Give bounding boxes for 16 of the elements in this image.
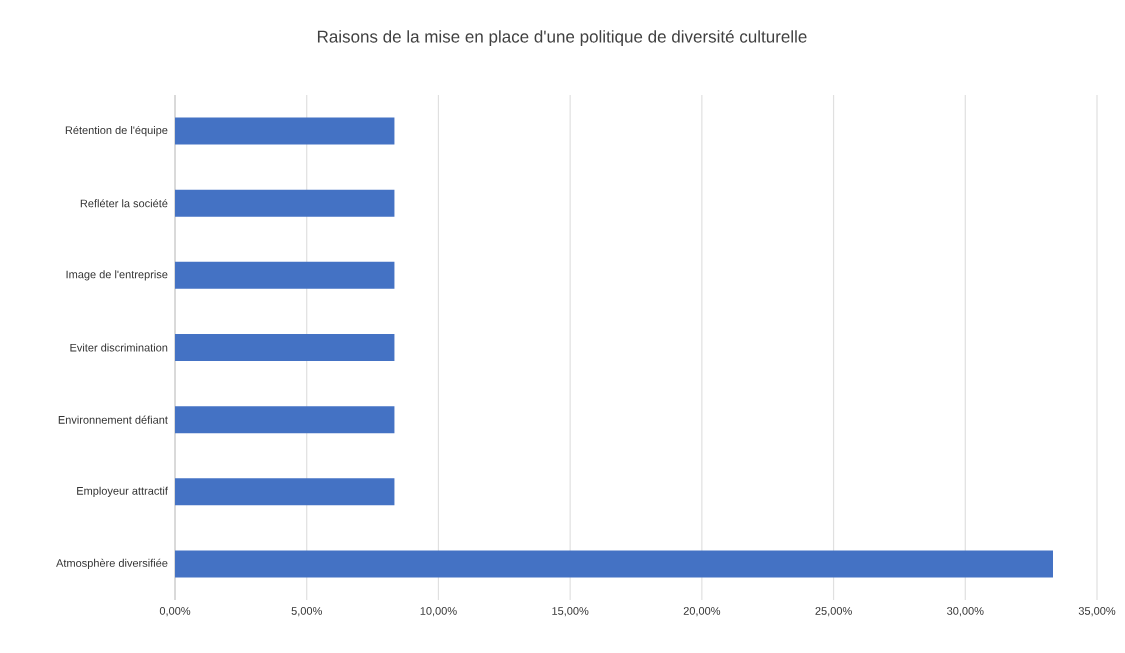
chart-title: Raisons de la mise en place d'une politique de diversité culturelle bbox=[317, 29, 807, 46]
y-tick-label: Refléter la société bbox=[80, 199, 168, 208]
y-tick-label: Rétention de l'équipe bbox=[65, 125, 168, 137]
y-tick-label: Employeur attractif bbox=[77, 486, 168, 497]
x-tick-label: 35,00% bbox=[1078, 607, 1116, 617]
y-tick-label: Atmosphère diversifiée bbox=[56, 558, 168, 570]
y-tick-label: Image de l'entreprise bbox=[66, 270, 168, 281]
x-tick-label: 0,00% bbox=[159, 607, 191, 617]
x-tick-label: 15,00% bbox=[552, 607, 589, 617]
x-tick-label: 30,00% bbox=[947, 607, 984, 617]
x-tick-label: 20,00% bbox=[683, 607, 721, 617]
x-tick-label: 10,00% bbox=[420, 607, 457, 617]
x-tick-label: 25,00% bbox=[815, 607, 852, 617]
x-tick-label: 5,00% bbox=[291, 607, 322, 617]
y-tick-label: Eviter discrimination bbox=[70, 343, 168, 352]
y-tick-label: Environnement défiant bbox=[58, 415, 168, 424]
